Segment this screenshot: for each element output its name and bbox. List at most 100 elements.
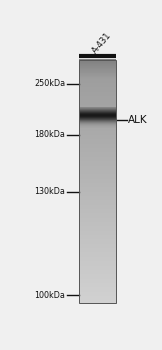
Bar [79,211,116,212]
Bar [79,70,116,71]
Bar [79,108,116,109]
Bar [79,180,116,181]
Bar [79,138,116,139]
Bar [79,114,116,115]
Bar [79,72,116,74]
Bar [79,124,116,125]
Bar [79,270,116,271]
Bar [79,111,116,112]
Bar [79,95,116,96]
Bar [79,117,116,118]
Bar [79,101,116,102]
Bar [79,207,116,208]
Bar [79,245,116,246]
Bar [79,116,116,117]
Bar [79,202,116,203]
Bar [79,217,116,218]
Bar [79,298,116,299]
Bar [79,171,116,172]
Bar [79,301,116,303]
Bar [79,127,116,128]
Bar [79,97,116,99]
Bar [79,153,116,154]
Bar [79,206,116,208]
Bar [79,124,116,125]
Bar [79,125,116,126]
Bar [79,167,116,168]
Bar [79,103,116,104]
Bar [79,258,116,259]
Bar [79,271,116,272]
Bar [79,118,116,119]
Bar [79,167,116,168]
Bar [79,76,116,77]
Bar [79,276,116,278]
Bar [79,262,116,263]
Bar [79,69,116,70]
Bar [79,301,116,302]
Bar [79,112,116,113]
Bar [79,225,116,226]
Bar [79,187,116,188]
Bar [79,88,116,89]
Bar [79,121,116,122]
Bar [79,102,116,103]
Bar [79,244,116,245]
Bar [79,132,116,133]
Bar [79,269,116,270]
Bar [79,109,116,110]
Bar [79,300,116,301]
Bar [79,60,116,61]
Bar [79,240,116,241]
Bar [79,239,116,240]
Bar [79,98,116,99]
Bar [79,111,116,112]
Bar [79,137,116,138]
Bar [79,144,116,145]
Bar [79,158,116,159]
Bar [79,71,116,72]
Bar [79,265,116,266]
Bar [79,237,116,238]
Bar [79,235,116,236]
Bar [79,298,116,299]
Bar [79,267,116,268]
Bar [79,253,116,255]
Bar [79,145,116,146]
Bar [79,267,116,268]
Bar [79,192,116,193]
Text: 180kDa: 180kDa [35,131,65,140]
Bar [79,250,116,251]
Bar [79,80,116,82]
Bar [79,135,116,136]
Bar [79,113,116,114]
Bar [79,278,116,279]
Bar [79,234,116,235]
Bar [79,288,116,289]
Bar [79,139,116,140]
Bar [79,146,116,147]
Bar [79,257,116,258]
Bar [79,122,116,123]
Bar [79,182,116,183]
Bar [79,118,116,119]
Bar [79,140,116,141]
Bar [79,131,116,132]
Bar [79,180,116,181]
Bar [79,63,116,64]
Bar [79,184,116,186]
Bar [79,232,116,233]
Bar [79,93,116,94]
Bar [79,63,116,64]
Bar [79,201,116,202]
Bar [79,285,116,286]
Bar [79,119,116,120]
Bar [79,96,116,97]
Bar [79,268,116,269]
Bar [79,113,116,114]
Bar [79,296,116,297]
Bar [79,199,116,200]
Bar [79,263,116,264]
Bar [79,173,116,174]
Bar [79,110,116,111]
